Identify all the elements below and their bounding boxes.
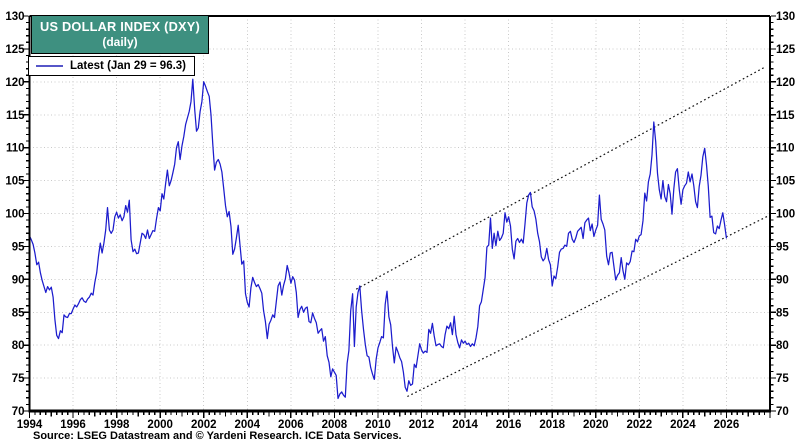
y-tick-label-right-75: 75 bbox=[776, 373, 789, 385]
y-tick-label-right-120: 120 bbox=[776, 77, 795, 89]
y-tick-label-right-130: 130 bbox=[776, 11, 795, 23]
y-tick-label-left-115: 115 bbox=[6, 110, 25, 122]
y-tick-label-right-70: 70 bbox=[776, 406, 789, 418]
series bbox=[28, 78, 728, 400]
x-tick-label-2004: 2004 bbox=[234, 419, 260, 431]
x-tick-label-2010: 2010 bbox=[365, 419, 391, 431]
y-tick-label-right-85: 85 bbox=[776, 307, 789, 319]
trend-channel bbox=[355, 66, 769, 398]
y-tick-label-right-115: 115 bbox=[776, 110, 795, 122]
y-tick-label-left-75: 75 bbox=[12, 373, 25, 385]
y-tick-label-left-130: 130 bbox=[5, 11, 24, 23]
chart-subtitle: (daily) bbox=[102, 35, 138, 49]
x-tick-label-2000: 2000 bbox=[147, 419, 173, 431]
x-tick-label-2026: 2026 bbox=[714, 419, 740, 431]
chart-title: US DOLLAR INDEX (DXY) bbox=[40, 19, 200, 34]
x-tick-label-2012: 2012 bbox=[409, 419, 435, 431]
y-tick-label-left-85: 85 bbox=[12, 307, 25, 319]
x-tick-label-2022: 2022 bbox=[627, 419, 653, 431]
y-tick-label-right-95: 95 bbox=[776, 241, 789, 253]
y-axis-labels-left: 70 75 80 85 90 95 100 105 110 115 120 125 130 bbox=[5, 11, 25, 418]
y-tick-label-left-90: 90 bbox=[12, 274, 25, 286]
y-axis-labels-right: 70 75 80 85 90 95 100 105 110 115 120 125 130 bbox=[776, 11, 796, 418]
x-tick-label-2018: 2018 bbox=[539, 419, 565, 431]
y-tick-label-left-95: 95 bbox=[12, 241, 25, 253]
y-tick-label-left-105: 105 bbox=[5, 176, 25, 188]
y-tick-label-left-100: 100 bbox=[5, 209, 24, 221]
x-tick-label-1994: 1994 bbox=[17, 419, 43, 431]
x-tick-label-2014: 2014 bbox=[452, 419, 478, 431]
y-tick-label-left-80: 80 bbox=[12, 340, 25, 352]
x-tick-label-2006: 2006 bbox=[278, 419, 304, 431]
x-tick-label-2008: 2008 bbox=[322, 419, 348, 431]
legend: Latest (Jan 29 = 96.3) bbox=[28, 56, 196, 76]
x-tick-label-2016: 2016 bbox=[496, 419, 522, 431]
axis-ticks bbox=[23, 15, 776, 418]
x-tick-label-2002: 2002 bbox=[191, 419, 217, 431]
source-note: Source: LSEG Datastream and © Yardeni Re… bbox=[33, 430, 402, 442]
y-tick-label-right-105: 105 bbox=[776, 176, 796, 188]
x-axis-labels: 1994 1996 1998 2000 2002 2004 2006 2008 2010 2012… bbox=[17, 419, 740, 431]
y-tick-label-right-90: 90 bbox=[776, 274, 789, 286]
x-tick-label-1998: 1998 bbox=[104, 419, 130, 431]
upper-trendline bbox=[355, 66, 766, 290]
x-tick-label-1996: 1996 bbox=[60, 419, 86, 431]
legend-label: Latest (Jan 29 = 96.3) bbox=[70, 60, 187, 72]
y-tick-label-right-110: 110 bbox=[776, 143, 795, 155]
x-tick-label-2024: 2024 bbox=[670, 419, 696, 431]
lower-trendline bbox=[407, 215, 769, 398]
y-tick-label-right-100: 100 bbox=[776, 209, 795, 221]
y-tick-label-left-125: 125 bbox=[5, 44, 25, 56]
y-tick-label-left-120: 120 bbox=[5, 77, 24, 89]
dxy-series-line bbox=[28, 78, 728, 400]
chart-title-box: US DOLLAR INDEX (DXY) (daily) bbox=[31, 15, 209, 54]
legend-line-swatch bbox=[36, 65, 63, 67]
y-tick-label-right-125: 125 bbox=[776, 44, 796, 56]
x-tick-label-2020: 2020 bbox=[583, 419, 609, 431]
y-tick-label-left-110: 110 bbox=[6, 143, 25, 155]
y-tick-label-right-80: 80 bbox=[776, 340, 789, 352]
y-tick-label-left-70: 70 bbox=[12, 406, 25, 418]
